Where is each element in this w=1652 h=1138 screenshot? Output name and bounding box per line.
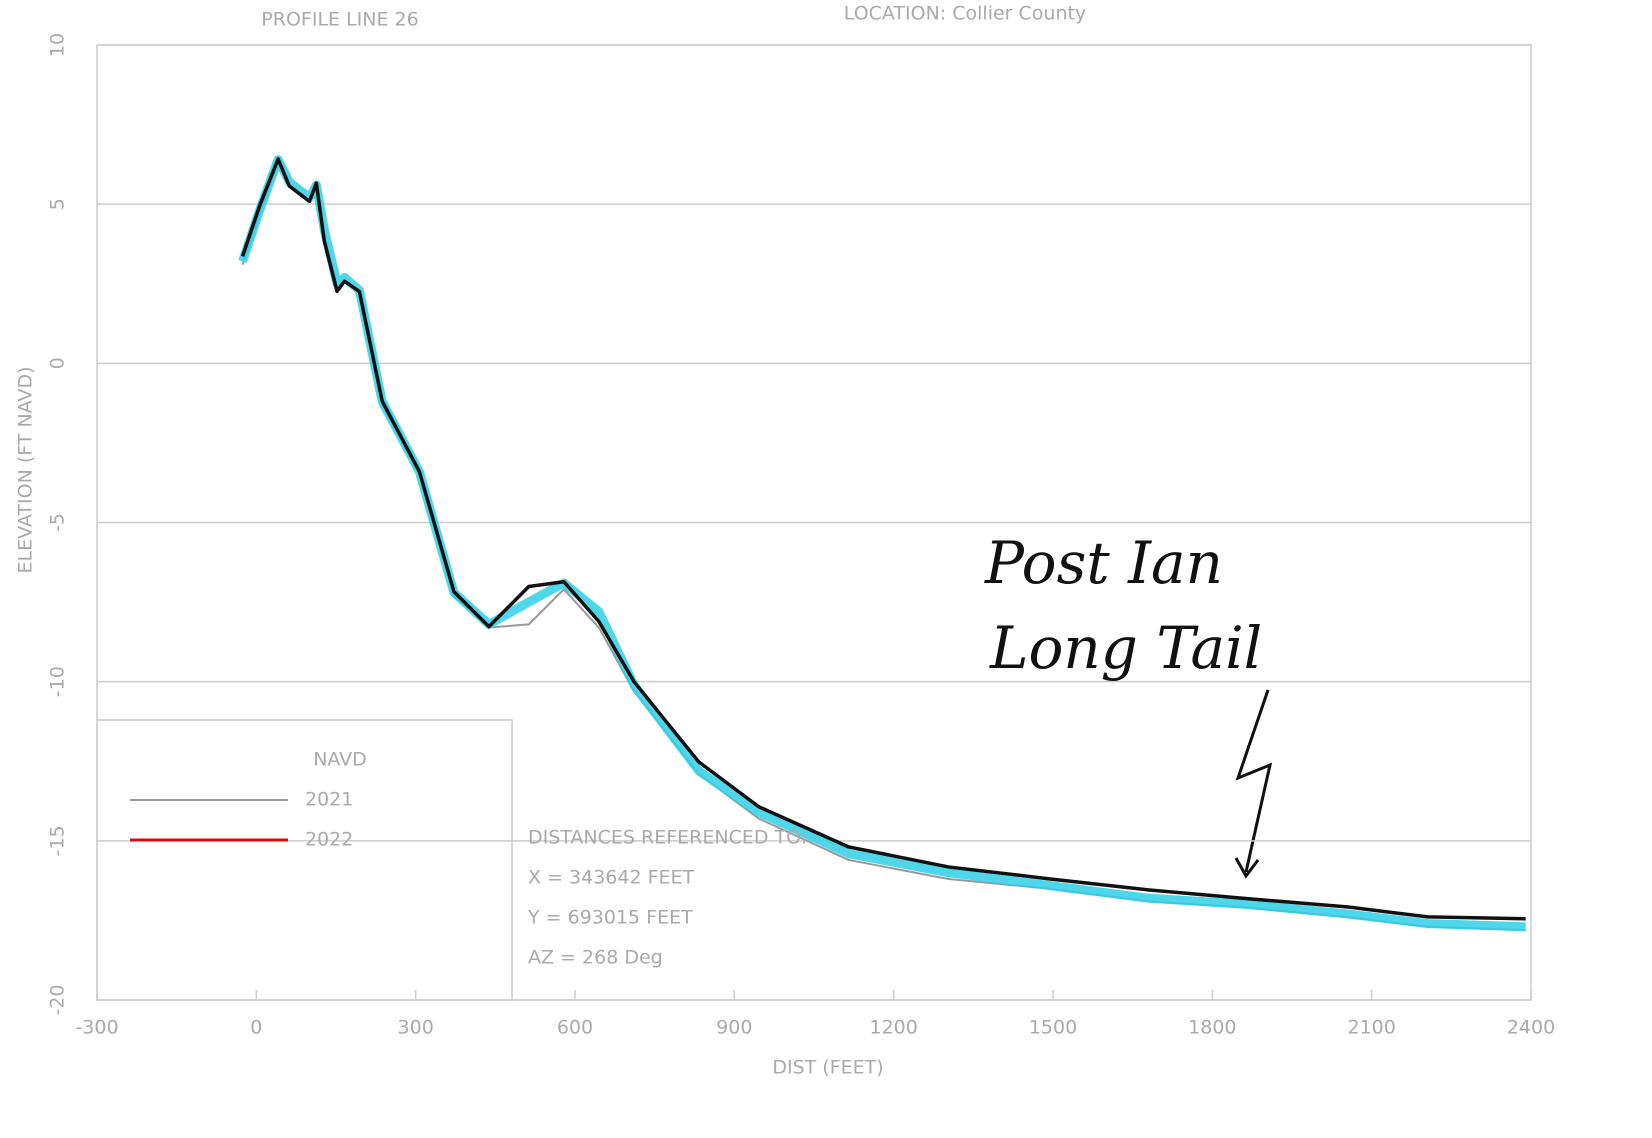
reference-note: DISTANCES REFERENCED TO: (528, 827, 807, 849)
x-tick-label: 600 (557, 1017, 593, 1039)
annotation-arrow (1234, 689, 1273, 879)
y-tick-label: -10 (47, 666, 69, 697)
x-tick-label: 0 (250, 1017, 262, 1039)
x-tick-label: -300 (75, 1017, 118, 1039)
handwritten-annotation: Long Tail (989, 614, 1262, 682)
reference-note: Y = 693015 FEET (527, 907, 693, 929)
reference-note: X = 343642 FEET (528, 867, 695, 889)
y-tick-label: -20 (47, 984, 69, 1015)
legend-label: 2022 (305, 829, 353, 851)
x-tick-label: 900 (716, 1017, 752, 1039)
legend-label: 2021 (305, 789, 353, 811)
legend-title: NAVD (313, 749, 367, 771)
y-axis-label: ELEVATION (FT NAVD) (15, 366, 37, 573)
y-tick-label: -5 (47, 513, 69, 532)
x-tick-label: 2400 (1507, 1017, 1555, 1039)
legend-box (96, 719, 513, 1001)
y-tick-label: -15 (47, 825, 69, 856)
y-tick-label: 10 (47, 33, 69, 57)
y-tick-label: 5 (47, 198, 69, 210)
x-tick-label: 300 (398, 1017, 434, 1039)
x-tick-label: 1800 (1188, 1017, 1236, 1039)
x-tick-label: 1200 (869, 1017, 917, 1039)
chart-title: PROFILE LINE 26 (261, 9, 418, 31)
reference-note: AZ = 268 Deg (528, 947, 663, 969)
series-line (240, 157, 1526, 921)
x-tick-label: 2100 (1347, 1017, 1395, 1039)
y-tick-label: 0 (47, 357, 69, 369)
x-tick-label: 1500 (1029, 1017, 1077, 1039)
x-axis-label: DIST (FEET) (772, 1057, 883, 1079)
handwritten-annotation: Post Ian (984, 529, 1223, 597)
chart-subtitle: LOCATION: Collier County (844, 3, 1086, 25)
